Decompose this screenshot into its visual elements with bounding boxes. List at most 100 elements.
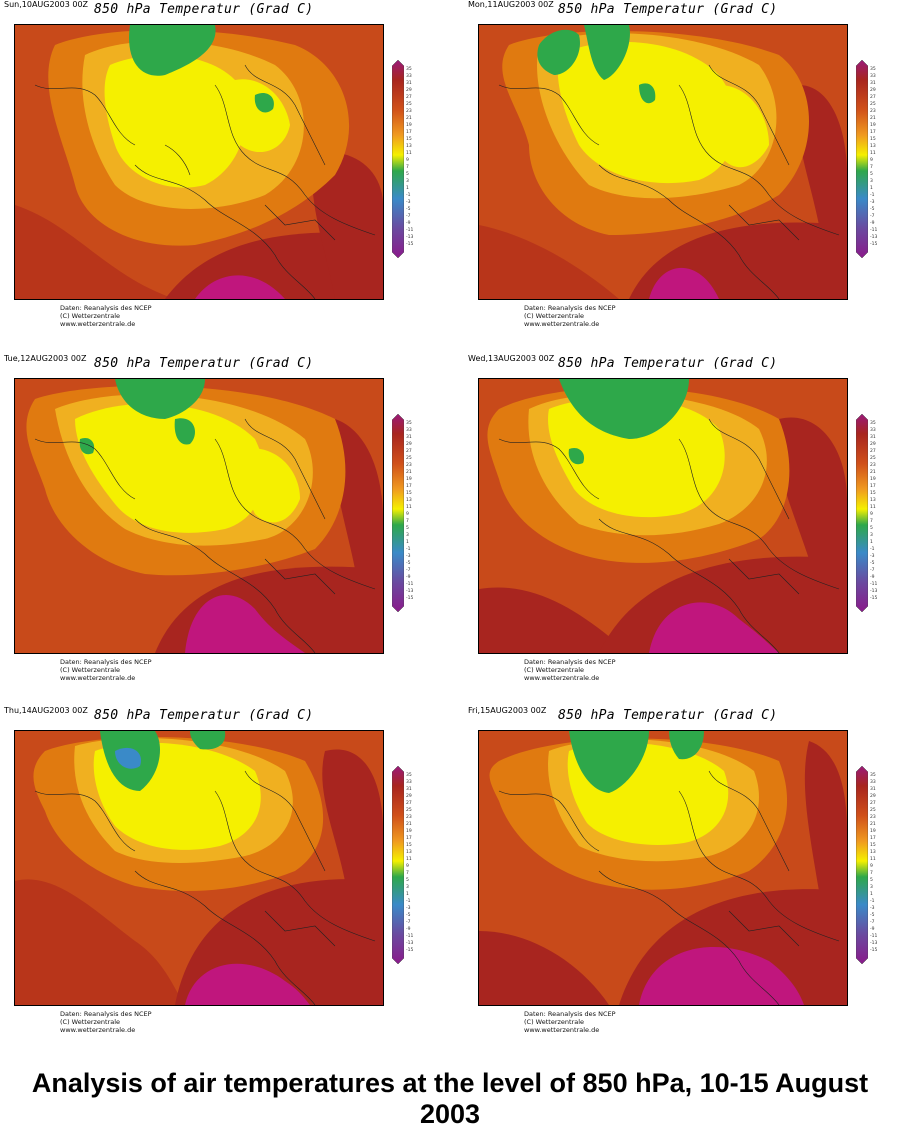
color-scale-tick-label: 13 [870, 498, 876, 503]
color-scale-tick-label: 15 [406, 137, 412, 142]
color-scale-tick-label: 19 [406, 123, 412, 128]
temperature-map [478, 378, 848, 654]
color-scale-tick-label: -5 [870, 207, 875, 212]
color-scale-tick-label: 13 [406, 850, 412, 855]
color-scale-tick-label: 13 [406, 498, 412, 503]
color-scale-tick-label: 35 [406, 421, 412, 426]
panel-date: Mon,11AUG2003 00Z [468, 0, 554, 9]
color-scale-tick-label: -13 [406, 235, 414, 240]
color-scale-tick-label: 23 [870, 109, 876, 114]
color-scale-tick-label: -9 [870, 575, 875, 580]
color-scale-tick-label: 29 [870, 794, 876, 799]
color-scale-tick-label: -11 [406, 934, 414, 939]
color-scale-tick-label: 31 [870, 81, 876, 86]
map-panel-fri-15aug: Fri,15AUG2003 00Z 850 hPa Temperatur (Gr… [464, 706, 900, 1058]
color-scale-tick-label: -1 [870, 899, 875, 904]
color-scale-tick-label: -7 [406, 214, 411, 219]
temperature-map [478, 730, 848, 1006]
data-credits: Daten: Reanalysis des NCEP (C) Wetterzent… [60, 304, 152, 328]
color-scale-tick-label: 7 [406, 519, 409, 524]
panel-title: 850 hPa Temperatur (Grad C) [94, 2, 314, 17]
color-scale-tick-label: -9 [870, 221, 875, 226]
color-scale-tick-label: 17 [870, 130, 876, 135]
color-scale-tick-label: 3 [870, 885, 873, 890]
color-scale-tick-label: -1 [870, 547, 875, 552]
color-scale-tick-label: 23 [406, 109, 412, 114]
color-scale-tick-label: 11 [406, 505, 412, 510]
color-scale-tick-label: 35 [870, 773, 876, 778]
color-scale-tick-label: -3 [406, 200, 411, 205]
color-scale-tick-label: 13 [406, 144, 412, 149]
color-scale-tick-label: -1 [406, 899, 411, 904]
color-scale-tick-label: 31 [870, 435, 876, 440]
color-scale-tick-label: 23 [406, 463, 412, 468]
color-scale-tick-label: 17 [406, 484, 412, 489]
color-scale-tick-label: -1 [870, 193, 875, 198]
color-scale-tick-label: 21 [870, 116, 876, 121]
color-scale-tick-label: 25 [870, 102, 876, 107]
color-scale-tick-label: 1 [870, 540, 873, 545]
color-scale-tick-label: -7 [870, 214, 875, 219]
color-scale-tick-label: 9 [870, 158, 873, 163]
color-scale-tick-label: 33 [406, 74, 412, 79]
panel-title: 850 hPa Temperatur (Grad C) [94, 356, 314, 371]
color-scale-tick-label: 25 [406, 456, 412, 461]
color-scale-tick-label: -15 [406, 948, 414, 953]
color-scale-tick-label: 1 [870, 892, 873, 897]
data-credits: Daten: Reanalysis des NCEP (C) Wetterzent… [60, 658, 152, 682]
color-scale-tick-label: -7 [406, 920, 411, 925]
color-scale-bar [856, 60, 868, 258]
data-credits: Daten: Reanalysis des NCEP (C) Wetterzent… [524, 1010, 616, 1034]
color-scale-tick-label: -9 [406, 221, 411, 226]
color-scale-tick-label: 1 [406, 892, 409, 897]
color-scale-tick-label: 7 [870, 871, 873, 876]
color-scale-tick-label: 11 [406, 151, 412, 156]
color-scale-tick-label: 11 [870, 151, 876, 156]
color-scale-tick-label: 3 [870, 179, 873, 184]
color-scale-tick-label: 3 [406, 179, 409, 184]
color-scale-labels: 35 33 31 29 27 25 23 21 19 17 15 13 11 9 7 5 3 1 -1 -3 -5 -7-… [406, 772, 420, 954]
color-scale-tick-label: 29 [870, 442, 876, 447]
color-scale-tick-label: -15 [870, 596, 878, 601]
data-credits: Daten: Reanalysis des NCEP (C) Wetterzent… [60, 1010, 152, 1034]
color-scale-tick-label: 9 [870, 864, 873, 869]
color-scale-tick-label: 33 [870, 780, 876, 785]
color-scale-tick-label: 35 [870, 67, 876, 72]
color-scale-tick-label: -7 [870, 920, 875, 925]
color-scale-tick-label: 27 [406, 449, 412, 454]
color-scale-tick-label: 33 [406, 428, 412, 433]
color-scale-tick-label: -5 [406, 561, 411, 566]
color-scale-tick-label: 5 [406, 172, 409, 177]
panel-date: Thu,14AUG2003 00Z [4, 706, 88, 715]
color-scale-tick-label: -13 [406, 589, 414, 594]
color-scale-tick-label: 3 [406, 885, 409, 890]
color-scale-tick-label: 33 [870, 74, 876, 79]
color-scale-tick-label: 21 [870, 822, 876, 827]
map-panel-thu-14aug: Thu,14AUG2003 00Z 850 hPa Temperatur (Gr… [0, 706, 450, 1058]
color-scale-tick-label: -5 [406, 207, 411, 212]
color-scale-tick-label: -7 [406, 568, 411, 573]
map-panel-tue-12aug: Tue,12AUG2003 00Z 850 hPa Temperatur (Gr… [0, 354, 450, 706]
color-scale-tick-label: 27 [406, 801, 412, 806]
color-scale-tick-label: 21 [870, 470, 876, 475]
color-scale-tick-label: 11 [406, 857, 412, 862]
color-scale-tick-label: 9 [406, 512, 409, 517]
panel-title: 850 hPa Temperatur (Grad C) [94, 708, 314, 723]
color-scale-tick-label: 25 [870, 808, 876, 813]
temperature-map [478, 24, 848, 300]
color-scale-tick-label: -1 [406, 547, 411, 552]
color-scale-tick-label: 17 [870, 484, 876, 489]
color-scale-tick-label: 17 [870, 836, 876, 841]
color-scale-tick-label: 7 [406, 165, 409, 170]
color-scale-tick-label: -1 [406, 193, 411, 198]
color-scale-tick-label: 19 [406, 477, 412, 482]
color-scale-tick-label: 13 [870, 850, 876, 855]
color-scale-tick-label: 15 [870, 491, 876, 496]
map-panel-mon-11aug: Mon,11AUG2003 00Z 850 hPa Temperatur (Gr… [464, 0, 900, 352]
color-scale-tick-label: 9 [406, 864, 409, 869]
color-scale-bar [856, 414, 868, 612]
panel-date: Tue,12AUG2003 00Z [4, 354, 87, 363]
color-scale-tick-label: -15 [870, 948, 878, 953]
color-scale-bar [392, 60, 404, 258]
color-scale-bar [392, 414, 404, 612]
